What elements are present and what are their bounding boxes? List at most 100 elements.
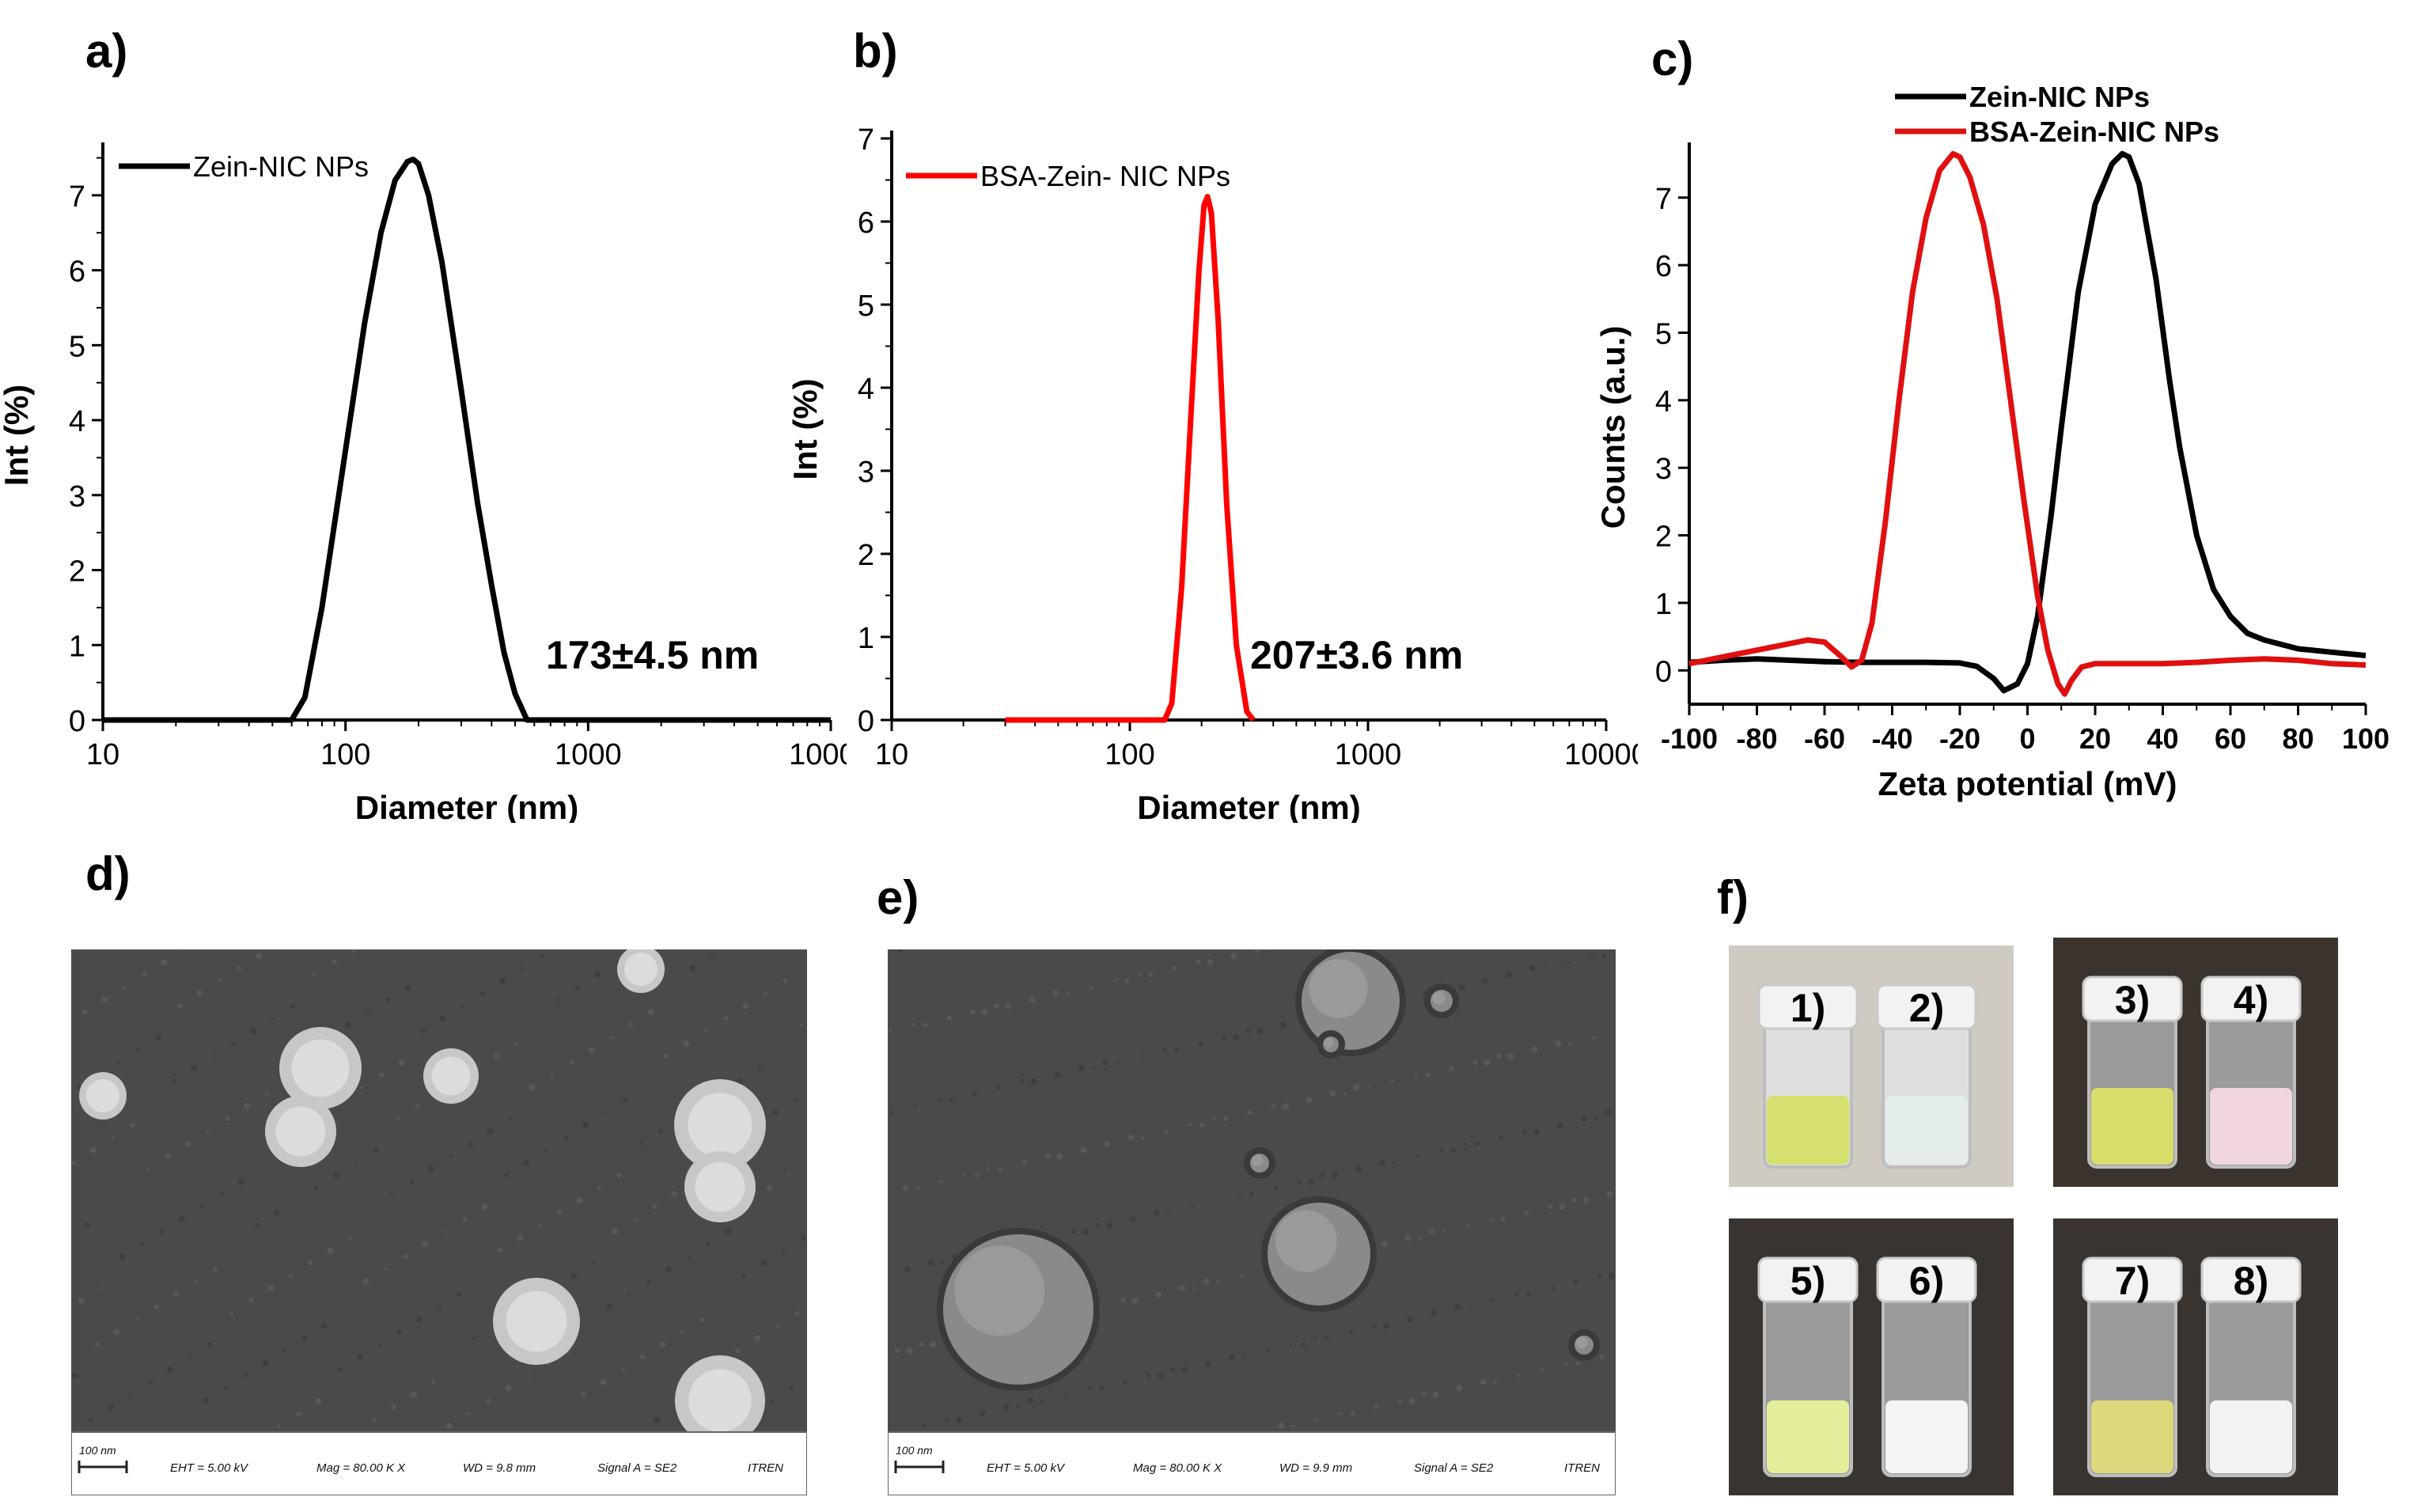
vial-photos-f: 1) 2) 3) 4) 5) 6) 7) 8): [1729, 938, 2338, 1495]
sem-texture-dot: [972, 1091, 977, 1097]
sem-texture-dot: [921, 1423, 926, 1429]
sem-texture-dot: [704, 1029, 708, 1033]
sem-texture-dot: [1425, 1072, 1431, 1078]
sem-signal: Signal A = SE2: [597, 1461, 677, 1475]
sem-texture-dot: [229, 1311, 233, 1315]
sem-texture-dot: [1003, 1404, 1010, 1411]
sem-texture-dot: [71, 1160, 76, 1165]
sem-texture-dot: [1491, 1298, 1495, 1302]
sem-texture-dot: [1366, 1086, 1370, 1089]
sem-texture-dot: [1031, 1078, 1037, 1085]
sem-texture-dot: [754, 1335, 761, 1342]
sem-texture-dot: [945, 1417, 949, 1423]
vial-cap: [1757, 1256, 1859, 1303]
chart-b-size-distribution: 0 1 2 3 4 5 6 7 10 100 1000 10000 Diameter (nm) Int (…: [786, 123, 1638, 823]
sem-texture-dot: [1215, 1199, 1218, 1202]
sem-texture-dot: [1313, 1336, 1317, 1340]
sem-texture-dot: [1529, 964, 1536, 972]
sem-texture-dot: [72, 1373, 78, 1379]
sem-texture-dot: [161, 959, 168, 966]
size-annotation: 173±4.5 nm: [546, 633, 759, 677]
sem-texture-dot: [659, 1341, 666, 1348]
sem-texture-dot: [1606, 1191, 1613, 1198]
sem-texture-dot: [410, 1391, 417, 1398]
sem-texture-dot: [99, 1287, 103, 1290]
sem-texture-dot: [1191, 1205, 1194, 1208]
sem-texture-dot: [509, 1117, 512, 1121]
sem-texture-dot: [203, 1397, 209, 1404]
sem-texture-dot: [172, 1078, 176, 1084]
y-tick-label: 2: [858, 539, 874, 572]
vial-cap: [2200, 1256, 2302, 1303]
sem-texture-dot: [499, 977, 506, 984]
sem-texture-dot: [415, 1104, 420, 1109]
sem-texture-dot: [191, 1065, 197, 1072]
sem-texture-dot: [255, 1222, 260, 1228]
sem-texture-dot: [141, 1242, 144, 1246]
sem-texture-dot: [184, 1140, 191, 1147]
sem-texture-dot: [1456, 1385, 1463, 1392]
sem-texture-dot: [416, 1316, 423, 1323]
legend-label-1: Zein-NIC NPs: [193, 150, 369, 183]
sem-texture-dot: [360, 1086, 364, 1089]
sem-texture-dot: [487, 1128, 494, 1135]
sem-texture-dot: [612, 1228, 619, 1235]
sem-texture-dot: [248, 1298, 254, 1303]
sem-texture-dot: [196, 990, 203, 997]
vial-label-6: 6): [1909, 1259, 1944, 1303]
sem-texture-dot: [105, 1211, 108, 1215]
sem-texture-dot: [440, 1015, 446, 1022]
sem-texture-dot: [117, 1060, 120, 1064]
sem-texture-dot: [1594, 1117, 1597, 1121]
sem-texture-dot: [1506, 971, 1512, 978]
sem-texture-dot: [963, 1173, 967, 1177]
sem-texture-dot: [1353, 1084, 1360, 1091]
vial-liquid: [2210, 1088, 2292, 1165]
series-line-2: [1688, 150, 2367, 697]
sem-texture-dot: [980, 1410, 986, 1417]
sem-texture-dot: [1475, 1141, 1480, 1146]
sem-texture-dot: [639, 1142, 642, 1146]
sem-texture-dot: [84, 1222, 90, 1229]
sem-texture-dot: [1574, 1279, 1578, 1284]
vial-label-4: 4): [2234, 978, 2268, 1022]
sem-texture-dot: [1381, 1241, 1388, 1248]
sem-texture-dot: [1020, 1078, 1025, 1084]
sem-texture-dot: [1550, 1286, 1555, 1290]
y-tick-label: 6: [69, 256, 85, 289]
sem-texture-dot: [1575, 1361, 1581, 1366]
sem-texture-dot: [1533, 1128, 1540, 1135]
vial-cap: [1757, 983, 1859, 1030]
y-tick-label: 0: [1655, 655, 1672, 688]
panel-label-b: b): [853, 25, 898, 78]
y-tick-label: 4: [69, 405, 85, 438]
sem-texture-dot: [1092, 1067, 1095, 1071]
sem-texture-dot: [772, 1109, 779, 1116]
sem-texture-dot: [1137, 972, 1141, 976]
sem-texture-dot: [219, 1192, 224, 1197]
sem-texture-dot: [1290, 1343, 1293, 1347]
vial-label-8: 8): [2234, 1259, 2268, 1303]
sem-texture-dot: [987, 1167, 991, 1171]
sem-texture-dot: [1040, 1399, 1044, 1403]
vial-liquid: [1767, 1096, 1849, 1165]
sem-texture-dot: [351, 949, 358, 953]
panel-label-c: c): [1651, 32, 1694, 85]
sem-texture-dot: [789, 1385, 794, 1391]
sem-texture-dot: [1449, 1066, 1454, 1071]
particle-highlight: [695, 1161, 745, 1212]
vial-liquid: [2210, 1400, 2292, 1473]
sem-texture-dot: [243, 1373, 248, 1378]
sem-texture-dot: [1517, 1374, 1521, 1377]
sem-texture-dot: [628, 1022, 634, 1028]
x-axis-label: Diameter (nm): [355, 789, 578, 823]
sem-texture-dot: [1531, 1046, 1538, 1053]
y-tick-label: 4: [1655, 385, 1672, 419]
sem-texture-dot: [949, 1097, 953, 1103]
x-tick-label: 10000: [1564, 738, 1638, 771]
sem-image-e: 100 nm EHT = 5.00 kV Mag = 80.00 K X WD = 9…: [888, 949, 1616, 1495]
sem-eht: EHT = 5.00 kV: [987, 1461, 1066, 1475]
sem-texture-dot: [1278, 1423, 1285, 1430]
particle-highlight: [688, 1093, 752, 1158]
sem-texture-dot: [1095, 1222, 1100, 1228]
